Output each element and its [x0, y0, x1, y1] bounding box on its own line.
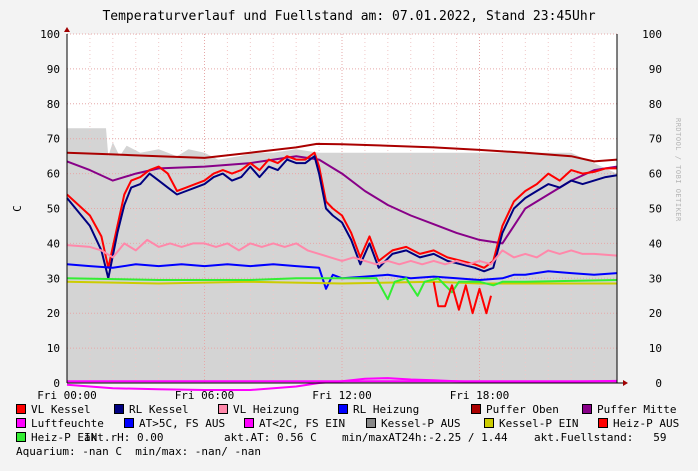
legend-label: Heiz-P AUS: [613, 417, 680, 430]
legend-item: AT<2C, FS EIN: [244, 417, 345, 431]
legend-item: AT>5C, FS AUS: [124, 417, 225, 431]
info-fill-level: akt.Fuellstand: 59: [534, 431, 667, 444]
legend-item: Puffer Oben: [471, 403, 559, 417]
legend-swatch: [244, 418, 254, 428]
y-tick-label-right: 30: [649, 272, 662, 285]
x-tick-label: Fri 18:00: [450, 389, 510, 402]
legend-swatch: [598, 418, 608, 428]
y-tick-label: 50: [47, 203, 60, 216]
series-line: [66, 238, 618, 266]
series-line: [66, 155, 618, 280]
y-tick-label-right: 0: [655, 377, 662, 390]
legend-label: RL Heizung: [353, 403, 420, 416]
y-tick-label-right: 100: [642, 28, 662, 41]
y-tick-label: 10: [47, 342, 60, 355]
y-tick-label: 40: [47, 237, 60, 250]
legend-label: AT>5C, FS AUS: [139, 417, 226, 430]
y-tick-label: 80: [47, 98, 60, 111]
legend-item: RL Kessel: [114, 403, 189, 417]
y-tick-label: 60: [47, 168, 60, 181]
y-tick-label-right: 70: [649, 133, 662, 146]
legend-label: Kessel-P AUS: [381, 417, 461, 430]
y-tick-label: 30: [47, 272, 60, 285]
legend-label: VL Kessel: [31, 403, 91, 416]
legend-label: RL Kessel: [129, 403, 189, 416]
y-tick-label: 70: [47, 133, 60, 146]
y-tick-label-right: 60: [649, 168, 662, 181]
legend-label: AT<2C, FS EIN: [259, 417, 346, 430]
info-aquarium: Aquarium: -nan C min/max: -nan/ -nan: [16, 445, 262, 458]
legend-item: Heiz-P EIN: [16, 431, 97, 445]
watermark-text: RRDTOOL / TOBI OETIKER: [674, 118, 682, 222]
series-line: [66, 263, 618, 290]
legend-label: Heiz-P EIN: [31, 431, 98, 444]
y-tick-label-right: 40: [649, 237, 662, 250]
info-minmax-temp: min/maxAT24h:-2.25 / 1.44: [342, 431, 508, 444]
x-tick-label: Fri 06:00: [175, 389, 235, 402]
y-tick-label-right: 80: [649, 98, 662, 111]
legend: VL Kessel RL Kessel VL Heizung RL Heizung Pu…: [16, 403, 696, 459]
legend-swatch: [582, 404, 592, 414]
y-tick-label-right: 50: [649, 203, 662, 216]
y-tick-label: 100: [40, 28, 60, 41]
y-axis-label: C: [11, 205, 24, 212]
legend-item: VL Heizung: [218, 403, 299, 417]
chart-title: Temperaturverlauf und Fuellstand am: 07.…: [102, 9, 596, 24]
y-tick-label-right: 90: [649, 63, 662, 76]
legend-label: Puffer Oben: [486, 403, 559, 416]
legend-item: RL Heizung: [338, 403, 419, 417]
legend-label: Luftfeuchte: [31, 417, 104, 430]
legend-swatch: [366, 418, 376, 428]
info-outside-temp: akt.AT: 0.56 C: [224, 431, 317, 444]
legend-row: akt.rH: 0.00 akt.AT: 0.56 C min/maxAT24h…: [16, 431, 696, 445]
y-tick-label: 0: [53, 377, 60, 390]
legend-item: VL Kessel: [16, 403, 91, 417]
x-tick-label: Fri 12:00: [312, 389, 372, 402]
y-axis-arrow: [64, 27, 70, 32]
legend-item: Kessel-P EIN: [484, 417, 578, 431]
x-tick-label: Fri 00:00: [37, 389, 97, 402]
series-line: [66, 151, 617, 269]
legend-label: Puffer Mitte: [597, 403, 677, 416]
legend-label: VL Heizung: [233, 403, 300, 416]
y-tick-label: 90: [47, 63, 60, 76]
y-tick-label: 20: [47, 307, 60, 320]
legend-row: Luftfeuchte AT>5C, FS AUS AT<2C, FS EIN Kes…: [16, 417, 696, 431]
legend-item: Kessel-P AUS: [366, 417, 460, 431]
info-humidity: akt.rH: 0.00: [84, 431, 164, 444]
legend-label: Kessel-P EIN: [499, 417, 579, 430]
legend-swatch: [16, 404, 26, 414]
legend-item: Luftfeuchte: [16, 417, 104, 431]
legend-swatch: [124, 418, 134, 428]
legend-swatch: [484, 418, 494, 428]
legend-item: Heiz-P AUS: [598, 417, 679, 431]
y-tick-label-right: 20: [649, 307, 662, 320]
legend-swatch: [16, 432, 26, 442]
legend-item: Puffer Mitte: [582, 403, 676, 417]
series-line: [432, 281, 492, 315]
series-line: [66, 280, 617, 285]
legend-row: VL Kessel RL Kessel VL Heizung RL Heizung Pu…: [16, 403, 696, 417]
legend-swatch: [338, 404, 348, 414]
y-tick-label-right: 10: [649, 342, 662, 355]
legend-row: Aquarium: -nan C min/max: -nan/ -nan: [16, 445, 696, 459]
legend-swatch: [114, 404, 124, 414]
series-line: [66, 142, 618, 163]
x-axis-arrow: [623, 380, 628, 386]
legend-swatch: [218, 404, 228, 414]
series-line: [66, 277, 618, 301]
legend-swatch: [16, 418, 26, 428]
legend-swatch: [471, 404, 481, 414]
